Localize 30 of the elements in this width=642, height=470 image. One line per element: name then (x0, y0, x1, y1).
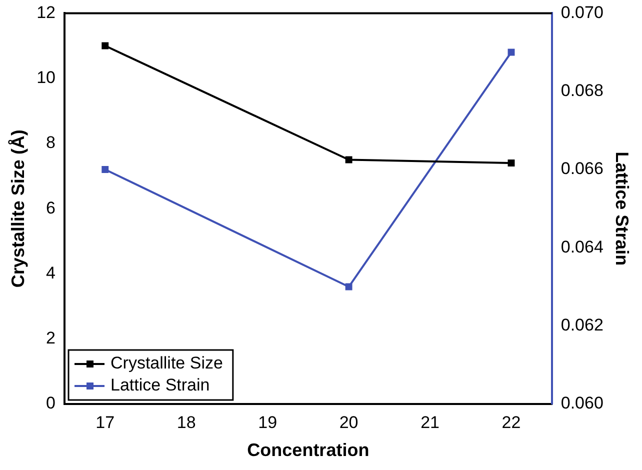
point (102, 166, 109, 173)
y2-tick-label: 0.070 (560, 2, 604, 22)
x-tick-label: 20 (339, 412, 358, 432)
y-axis-title: Crystallite Size (Å) (8, 130, 28, 288)
y2-tick-label: 0.060 (560, 394, 604, 413)
legend-label: Lattice Strain (110, 376, 210, 395)
y-tick-label: 0 (46, 394, 56, 413)
x-tick-label: 19 (258, 412, 278, 432)
y-tick-label: 4 (46, 263, 56, 282)
x-tick-label: 22 (502, 412, 521, 432)
y-tick-label: 10 (36, 68, 56, 88)
x-tick-label: 21 (420, 412, 440, 432)
y2-tick-label: 0.062 (560, 316, 604, 335)
y2-tick-label: 0.066 (560, 159, 604, 178)
point (345, 283, 352, 290)
y2-axis-title: Lattice Strain (612, 152, 632, 266)
point (508, 160, 515, 166)
y-tick-label: 6 (46, 198, 56, 218)
point (508, 48, 515, 56)
point (345, 156, 352, 164)
y-tick-label: 2 (46, 328, 56, 348)
x-tick-label: 17 (96, 412, 115, 432)
legend-label: Crystallite Size (110, 354, 223, 373)
point (102, 42, 109, 50)
x-axis-title: Concentration (247, 440, 370, 460)
y2-tick-label: 0.068 (560, 81, 604, 100)
y-tick-label: 12 (36, 2, 56, 22)
x-tick-label: 18 (176, 412, 196, 432)
y2-tick-label: 0.064 (560, 237, 604, 256)
y-tick-label: 8 (46, 133, 56, 152)
